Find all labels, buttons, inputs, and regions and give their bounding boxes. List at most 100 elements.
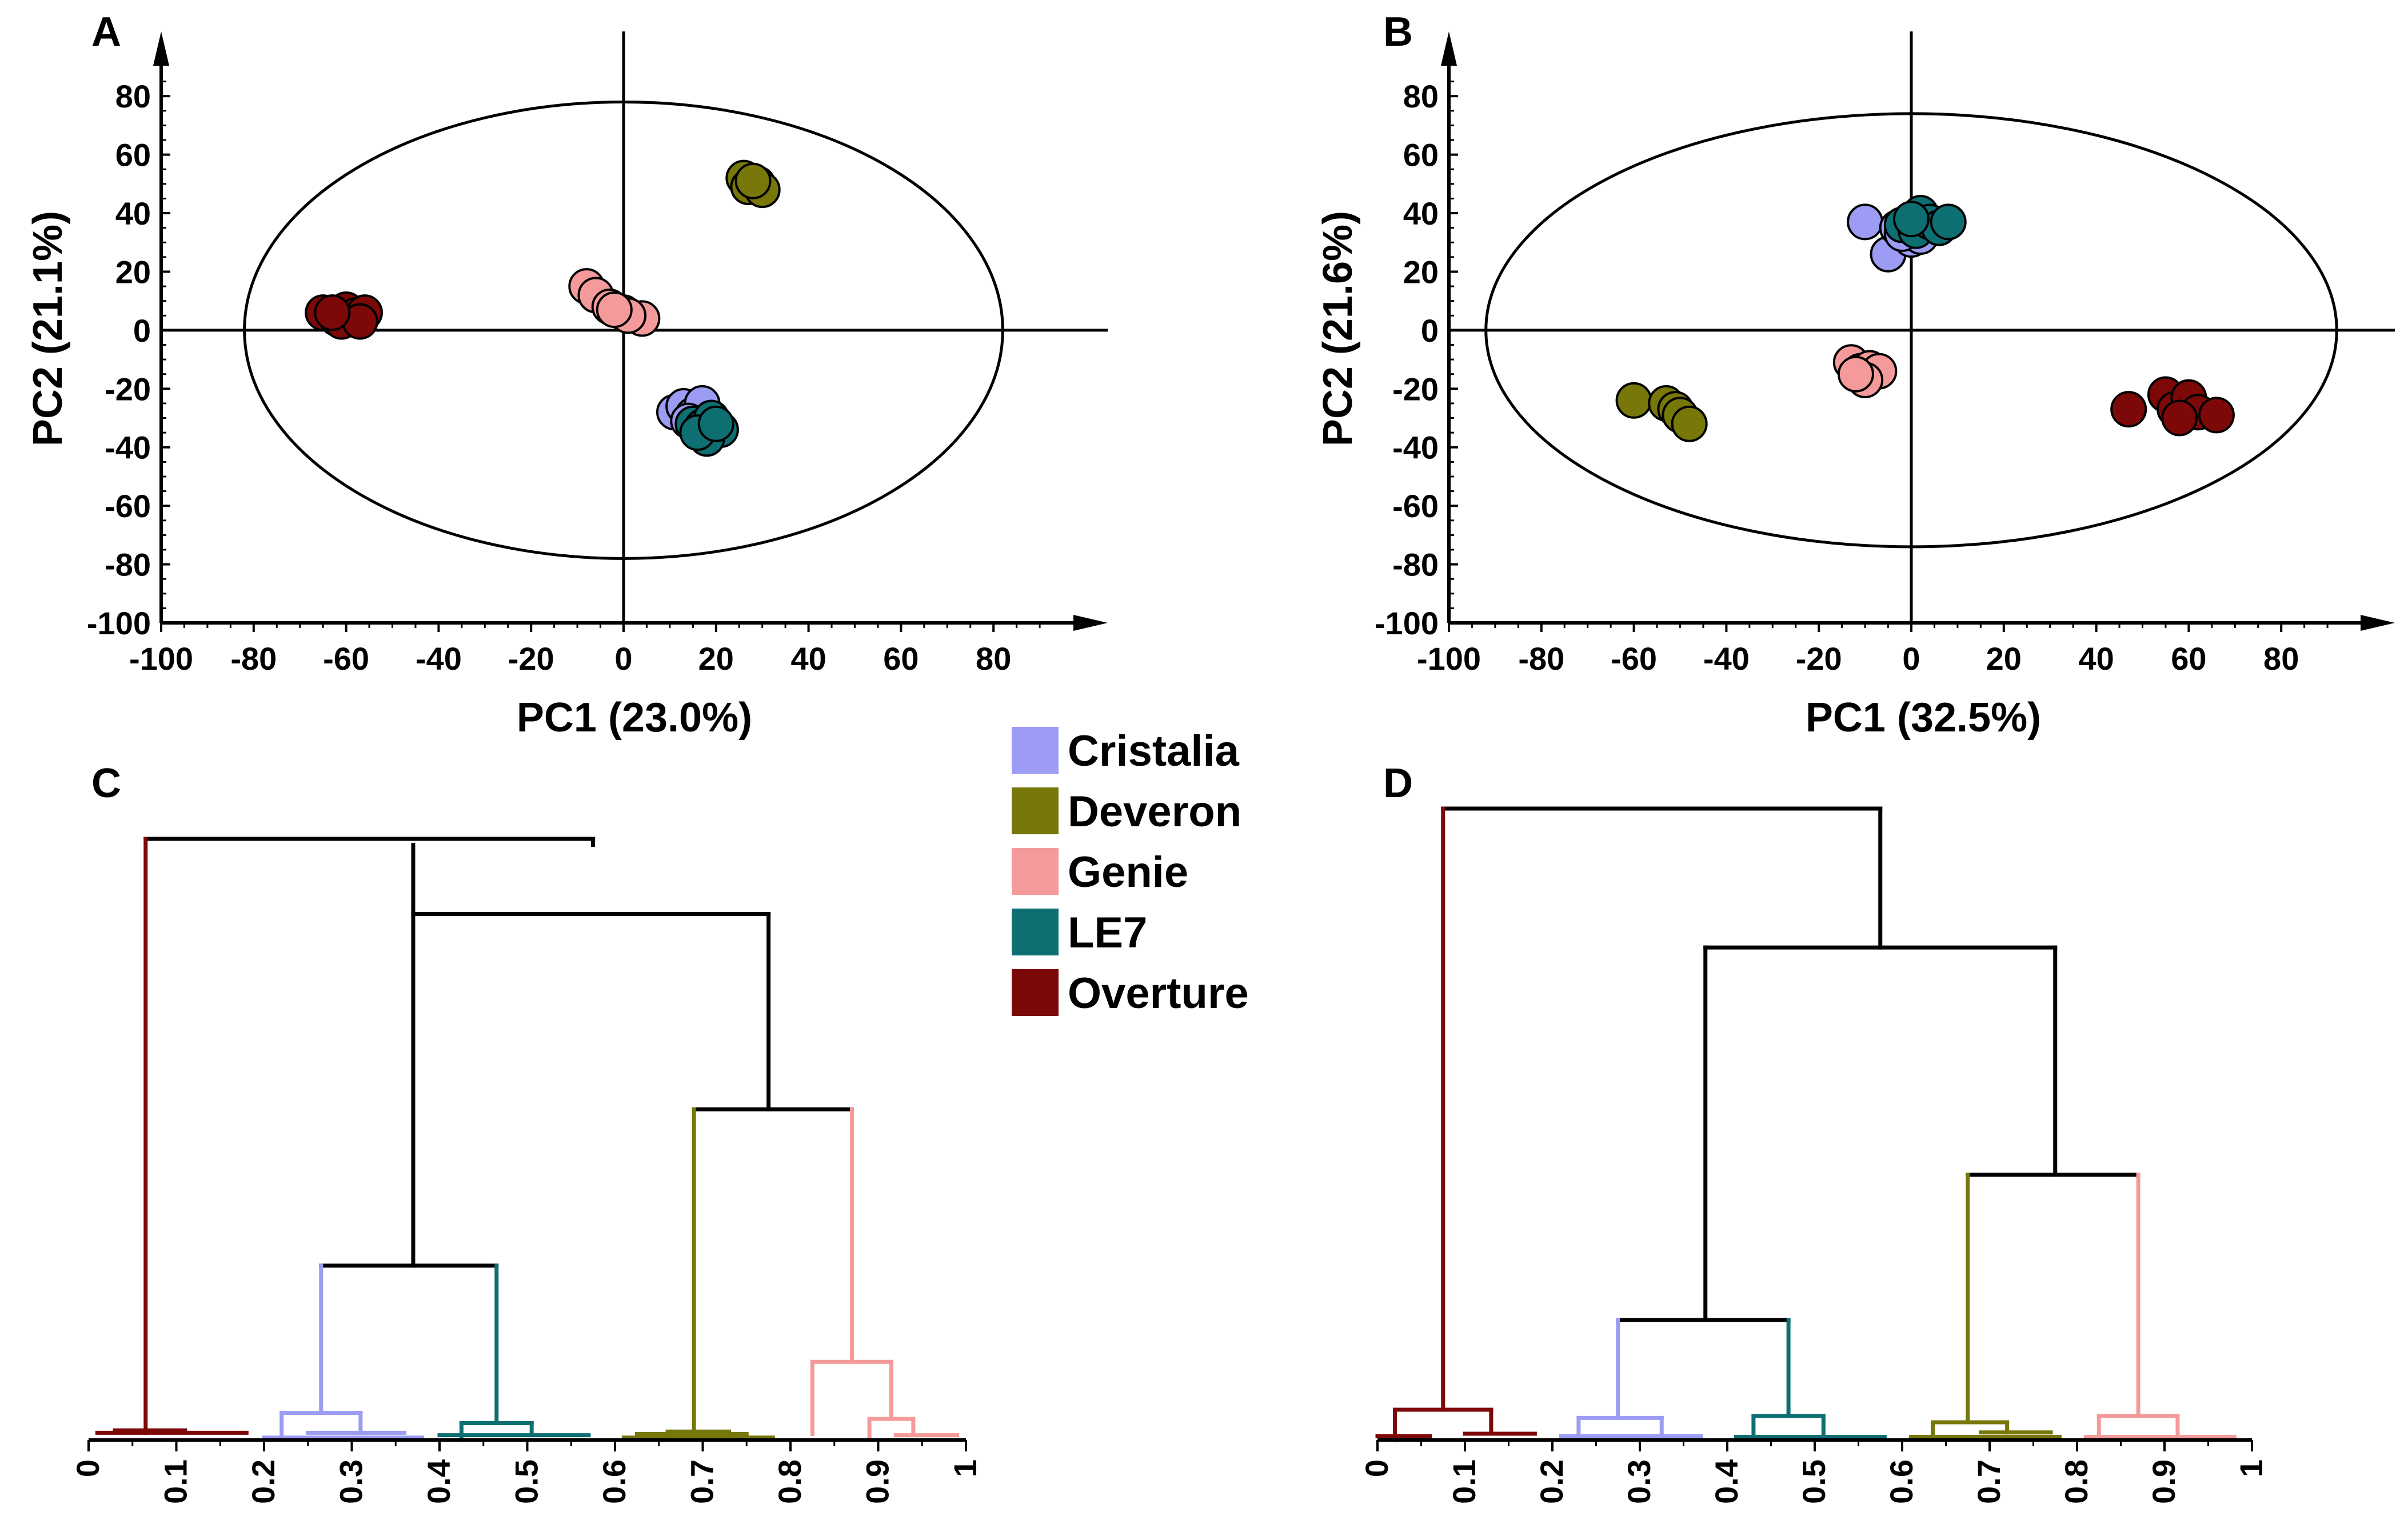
panel-letter-b: B (1383, 9, 1413, 55)
pca-b-point-deveron (1671, 405, 1708, 442)
legend-label-overture: Overture (1068, 969, 1249, 1018)
pca-a-x-tick-label: 40 (790, 641, 826, 677)
dendro-d-x-tick-label: 0.3 (1621, 1459, 1657, 1504)
pca-a-x-title: PC1 (23.0%) (517, 695, 752, 741)
dendro-d-x-tick-label: 0 (1359, 1459, 1395, 1477)
pca-plot-b: -100 -80 -60 -40 -20 0 20 40 60 80 -100 -80 -60 -40 -2… (1375, 31, 2395, 677)
dendro-d-x-tick-label: 1 (2233, 1459, 2269, 1477)
legend-label-cristalia: Cristalia (1068, 727, 1240, 775)
pca-b-x-tick-label: -100 (1417, 641, 1481, 677)
dendro-d-x-tick-label: 0.8 (2058, 1459, 2094, 1504)
dendrogram-d: 0 0.1 0.2 0.3 0.4 0.5 0.6 0.7 0.8 0.9 1 (1359, 806, 2269, 1504)
panel-letter-c: C (91, 761, 121, 806)
pca-b-y-tick-label: 60 (1403, 137, 1439, 173)
legend-item-overture: Overture (1012, 969, 1249, 1018)
pca-b-x-tick-label: -80 (1518, 641, 1564, 677)
dendro-c-x-tick-label: 0 (70, 1459, 106, 1477)
pca-b-y-tick-label: -100 (1375, 605, 1439, 641)
pca-b-point-deveron (1615, 382, 1652, 419)
pca-b-point-overture (2198, 397, 2235, 434)
pca-a-x-tick-label: 60 (883, 641, 919, 677)
pca-a-x-tick-label: 20 (698, 641, 734, 677)
legend-swatch-cristalia (1012, 727, 1059, 774)
dendro-d-x-tick-label: 0.7 (1971, 1459, 2007, 1504)
dendro-c-x-tick-label: 0.8 (772, 1459, 808, 1504)
dendro-d-x-tick-label: 0.9 (2146, 1459, 2182, 1504)
dendro-c-x-tick-label: 0.7 (684, 1459, 720, 1504)
pca-b-x-tick-label: -60 (1611, 641, 1657, 677)
pca-b-y-tick-label: -60 (1392, 488, 1439, 524)
pca-b-y-axis-arrow (1441, 31, 1457, 66)
pca-b-y-tick-label: 0 (1421, 313, 1439, 349)
dendrogram-c: 0 0.1 0.2 0.3 0.4 0.5 0.6 0.7 0.8 0.9 1 (70, 837, 983, 1504)
pca-b-x-tick-label: 60 (2171, 641, 2206, 677)
pca-b-point-overture (2161, 399, 2198, 437)
dendro-c-x-tick-label: 0.3 (333, 1459, 369, 1504)
pca-b-y-title: PC2 (21.6%) (1315, 211, 1361, 446)
dendro-d-x-tick-label: 0.1 (1446, 1459, 1482, 1504)
pca-a-point-genie (596, 291, 633, 329)
pca-b-y-tick-label: 40 (1403, 195, 1439, 231)
pca-a-y-tick-label: 20 (115, 254, 151, 290)
pca-b-y-tick-label: -40 (1392, 430, 1439, 466)
dendro-c-x-tick-label: 1 (947, 1459, 983, 1477)
pca-b-point-cristalia (1847, 203, 1884, 241)
pca-b-x-tick-label: -40 (1703, 641, 1750, 677)
pca-a-y-tick-label: -60 (105, 488, 151, 524)
pca-b-y-tick-label: 20 (1403, 254, 1439, 290)
pca-a-y-tick-label: 40 (115, 195, 151, 231)
pca-a-y-tick-label: 60 (115, 137, 151, 173)
pca-a-point-deveron (734, 162, 772, 199)
pca-a-y-tick-label: -40 (105, 430, 151, 466)
legend-label-genie: Genie (1068, 848, 1188, 897)
panel-letter-a: A (91, 9, 121, 55)
pca-b-x-title: PC1 (32.5%) (1806, 695, 2041, 741)
pca-a-point-overture (314, 294, 351, 331)
legend-swatch-deveron (1012, 787, 1059, 834)
dendro-c-x-tick-label: 0.2 (245, 1459, 281, 1504)
pca-b-point-genie (1837, 355, 1874, 393)
dendro-d-x-tick-label: 0.5 (1796, 1459, 1832, 1504)
pca-b-y-tick-label: -20 (1392, 371, 1439, 407)
pca-b-x-tick-label: -20 (1796, 641, 1842, 677)
pca-a-x-tick-label: -80 (230, 641, 277, 677)
pca-b-x-axis-arrow (2361, 615, 2395, 631)
pca-a-x-tick-label: 80 (976, 641, 1011, 677)
legend-swatch-le7 (1012, 909, 1059, 955)
dendro-c-x-tick-label: 0.1 (158, 1459, 194, 1504)
pca-a-y-tick-label: -20 (105, 371, 151, 407)
pca-a-y-axis-arrow (153, 31, 169, 66)
pca-b-y-tick-label: 80 (1403, 78, 1439, 114)
dendro-c-x-tick-label: 0.5 (509, 1459, 545, 1504)
dendro-d-x-tick-label: 0.2 (1534, 1459, 1570, 1504)
legend-label-deveron: Deveron (1068, 787, 1241, 836)
pca-a-y-tick-label: 80 (115, 78, 151, 114)
legend-swatch-genie (1012, 848, 1059, 895)
pca-b-x-tick-label: 40 (2078, 641, 2114, 677)
legend-item-deveron: Deveron (1012, 787, 1241, 836)
pca-a-point-le7 (697, 405, 734, 442)
dendro-d-x-tick-label: 0.4 (1708, 1459, 1744, 1504)
legend-label-le7: LE7 (1068, 909, 1147, 957)
dendro-c-x-tick-label: 0.9 (860, 1459, 896, 1504)
pca-b-x-tick-label: 80 (2263, 641, 2299, 677)
pca-b-x-tick-label: 0 (1902, 641, 1920, 677)
dendro-c-x-tick-label: 0.4 (421, 1459, 457, 1504)
dendro-c-x-tick-label: 0.6 (596, 1459, 632, 1504)
legend-swatch-overture (1012, 969, 1059, 1016)
panel-letter-d: D (1383, 761, 1413, 806)
pca-a-x-axis-arrow (1073, 615, 1108, 631)
pca-plot-a: -100 -80 -60 -40 -20 0 20 40 60 80 -100 -80 -60 -40 -2… (87, 31, 1108, 677)
legend-item-genie: Genie (1012, 848, 1188, 897)
pca-b-point-overture (2110, 391, 2147, 428)
pca-a-x-tick-label: -60 (323, 641, 369, 677)
pca-a-x-tick-label: 0 (614, 641, 632, 677)
pca-a-x-tick-label: -100 (129, 641, 193, 677)
dendro-d-x-tick-label: 0.6 (1883, 1459, 1919, 1504)
pca-a-x-tick-label: -20 (508, 641, 554, 677)
legend: Cristalia Deveron Genie LE7 Overture (1012, 727, 1249, 1018)
pca-b-point-le7 (1930, 203, 1967, 241)
legend-item-le7: LE7 (1012, 909, 1147, 957)
legend-item-cristalia: Cristalia (1012, 727, 1240, 775)
